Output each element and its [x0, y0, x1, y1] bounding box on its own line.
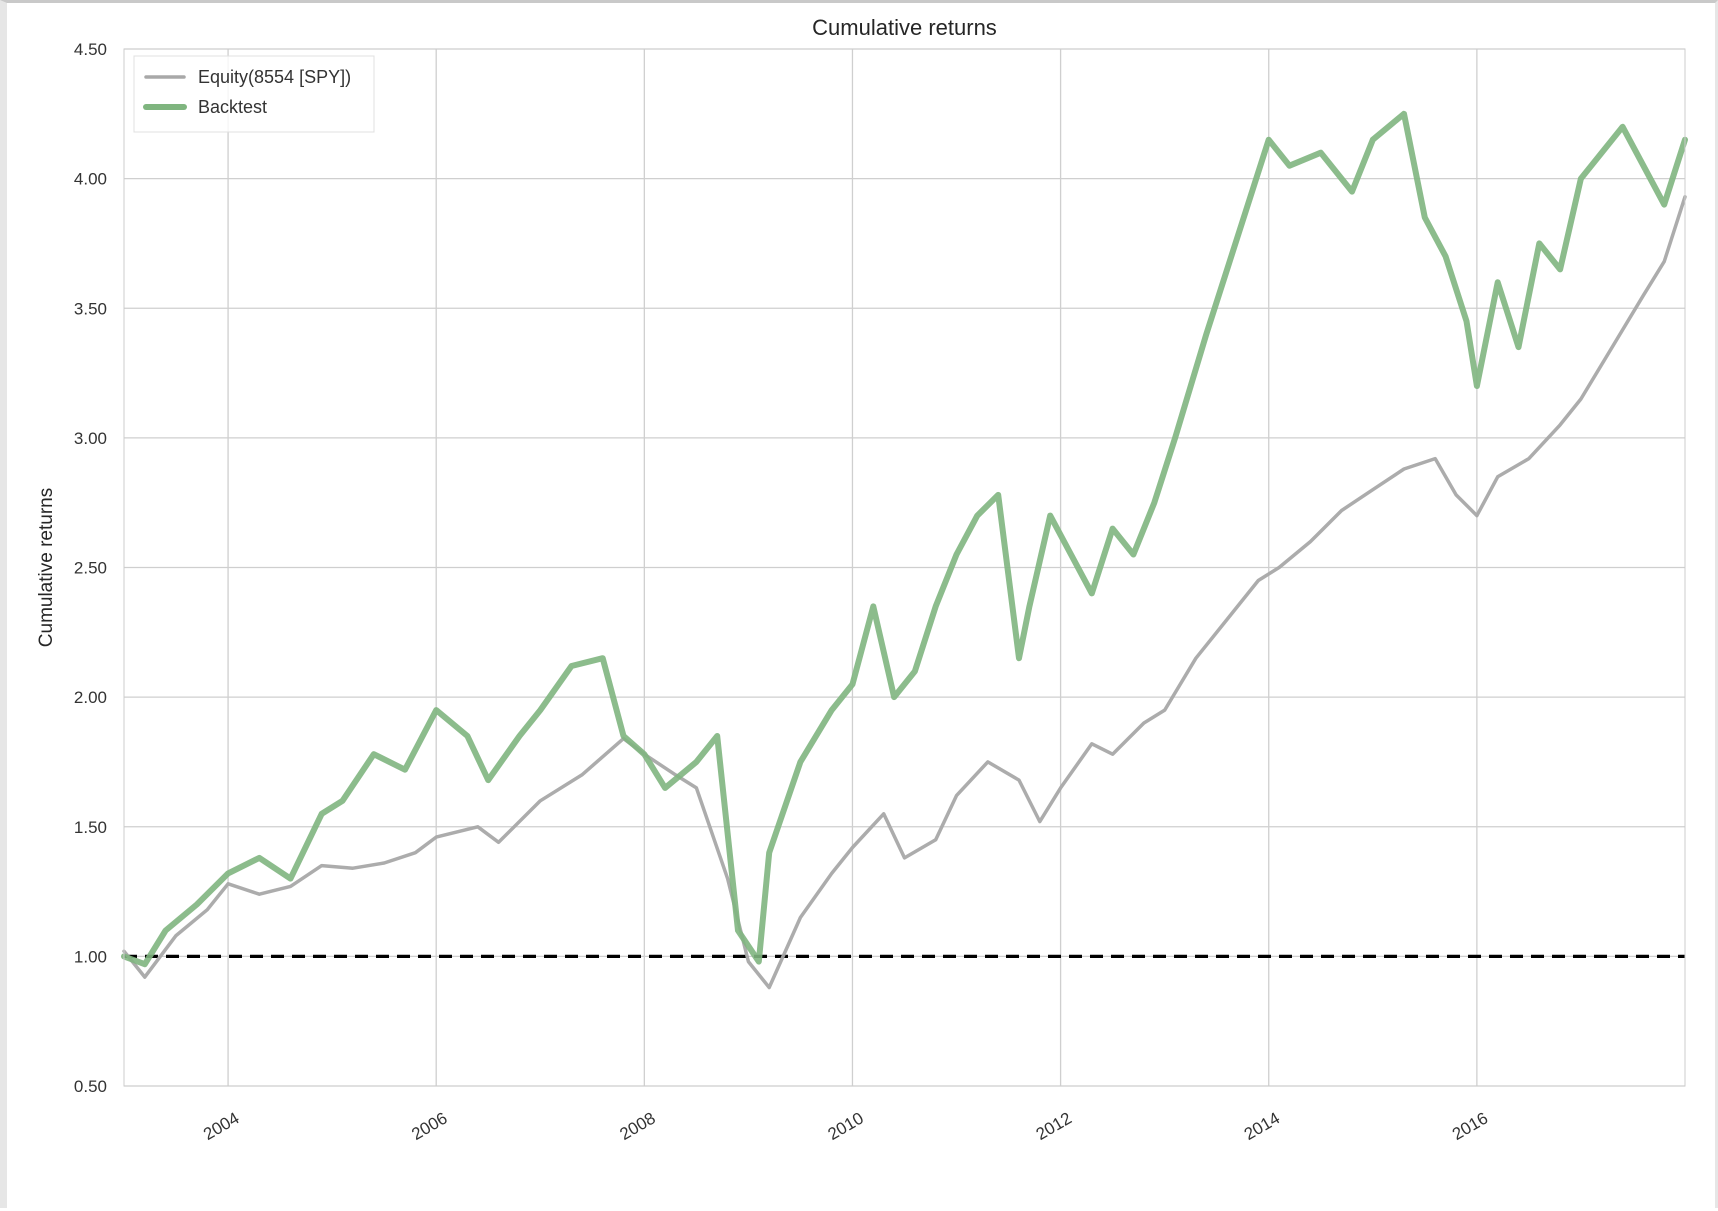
cumulative-returns-chart: 0.50 1.00 1.50 2.00 2.50 3.00 3.50 4.00 4.50 200… — [36, 15, 1688, 1144]
grid-lines — [124, 48, 1685, 1087]
legend-label-equity: Equity(8554 [SPY]) — [198, 67, 351, 87]
legend: Equity(8554 [SPY]) Backtest — [133, 55, 375, 133]
backtest-series-line — [121, 110, 1688, 968]
x-tick-label: 2010 — [825, 1109, 867, 1144]
y-tick-label: 4.00 — [74, 170, 107, 189]
series-lines — [121, 110, 1688, 990]
y-tick-label: 4.50 — [74, 40, 107, 59]
x-tick-label: 2014 — [1241, 1109, 1283, 1144]
y-tick-label: 3.00 — [74, 429, 107, 448]
y-tick-label: 1.00 — [74, 947, 107, 966]
legend-label-backtest: Backtest — [198, 97, 267, 117]
legend-box — [133, 55, 375, 133]
y-tick-label: 0.50 — [74, 1077, 107, 1096]
y-axis-label: Cumulative returns — [36, 488, 57, 647]
x-tick-label: 2004 — [200, 1109, 242, 1144]
plot-area-border — [123, 48, 1686, 1087]
y-tick-label: 2.00 — [74, 688, 107, 707]
y-tick-label: 2.50 — [74, 559, 107, 578]
x-tick-label: 2012 — [1033, 1109, 1075, 1144]
x-tick-labels: 2004 2006 2008 2010 2012 2014 2016 — [200, 1109, 1491, 1144]
equity-series-line — [122, 195, 1687, 990]
chart-title: Cumulative returns — [812, 15, 997, 40]
x-tick-label: 2006 — [408, 1109, 450, 1144]
y-tick-label: 1.50 — [74, 818, 107, 837]
y-tick-label: 3.50 — [74, 299, 107, 318]
x-tick-label: 2008 — [616, 1109, 658, 1144]
y-tick-labels: 0.50 1.00 1.50 2.00 2.50 3.00 3.50 4.00 4.50 — [74, 40, 107, 1096]
x-tick-label: 2016 — [1449, 1109, 1491, 1144]
